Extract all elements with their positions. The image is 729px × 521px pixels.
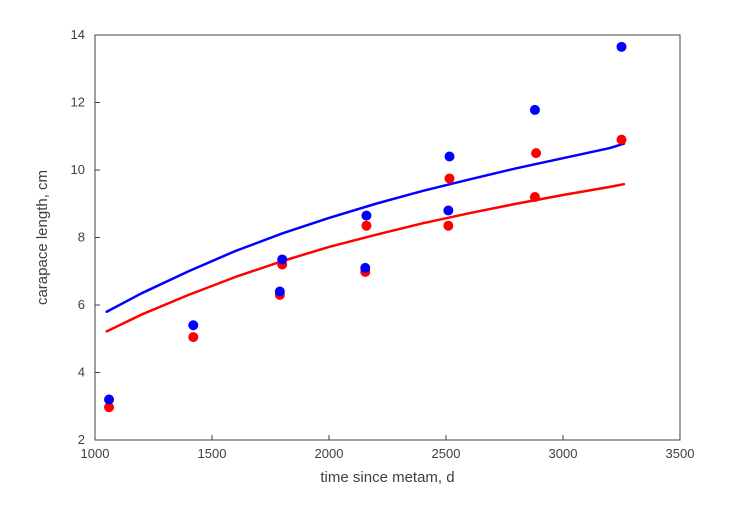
red-data-point bbox=[443, 221, 453, 231]
y-tick-label: 10 bbox=[71, 162, 85, 177]
red-data-point bbox=[531, 148, 541, 158]
y-tick-label: 2 bbox=[78, 432, 85, 447]
blue-data-point bbox=[445, 152, 455, 162]
y-tick-label: 6 bbox=[78, 297, 85, 312]
blue-data-point bbox=[360, 263, 370, 273]
red-data-point bbox=[445, 173, 455, 183]
x-tick-label: 1000 bbox=[81, 446, 110, 461]
y-tick-label: 12 bbox=[71, 95, 85, 110]
red-data-point bbox=[188, 332, 198, 342]
red-data-point bbox=[617, 135, 627, 145]
blue-data-point bbox=[277, 254, 287, 264]
red-data-point bbox=[530, 192, 540, 202]
chart-container: 1000 1500 2000 2500 3000 3500 2 4 6 8 10 12 14 time s… bbox=[0, 0, 729, 521]
y-axis-label: carapace length, cm bbox=[34, 170, 51, 305]
y-tick-label: 8 bbox=[78, 230, 85, 245]
x-axis-label: time since metam, d bbox=[320, 469, 454, 486]
x-tick-label: 3000 bbox=[549, 446, 578, 461]
x-tick-label: 1500 bbox=[198, 446, 227, 461]
red-data-point bbox=[361, 221, 371, 231]
y-tick-label: 4 bbox=[78, 365, 85, 380]
y-tick-label: 14 bbox=[71, 27, 85, 42]
blue-data-point bbox=[275, 287, 285, 297]
blue-data-point bbox=[443, 206, 453, 216]
x-tick-label: 2500 bbox=[432, 446, 461, 461]
blue-data-point bbox=[617, 42, 627, 52]
x-tick-label: 2000 bbox=[315, 446, 344, 461]
x-tick-label: 3500 bbox=[666, 446, 695, 461]
chart-bg bbox=[0, 0, 729, 521]
blue-data-point bbox=[530, 105, 540, 115]
blue-data-point bbox=[104, 395, 114, 405]
blue-data-point bbox=[361, 211, 371, 221]
chart-svg: 1000 1500 2000 2500 3000 3500 2 4 6 8 10 12 14 time s… bbox=[0, 0, 729, 521]
blue-data-point bbox=[188, 320, 198, 330]
